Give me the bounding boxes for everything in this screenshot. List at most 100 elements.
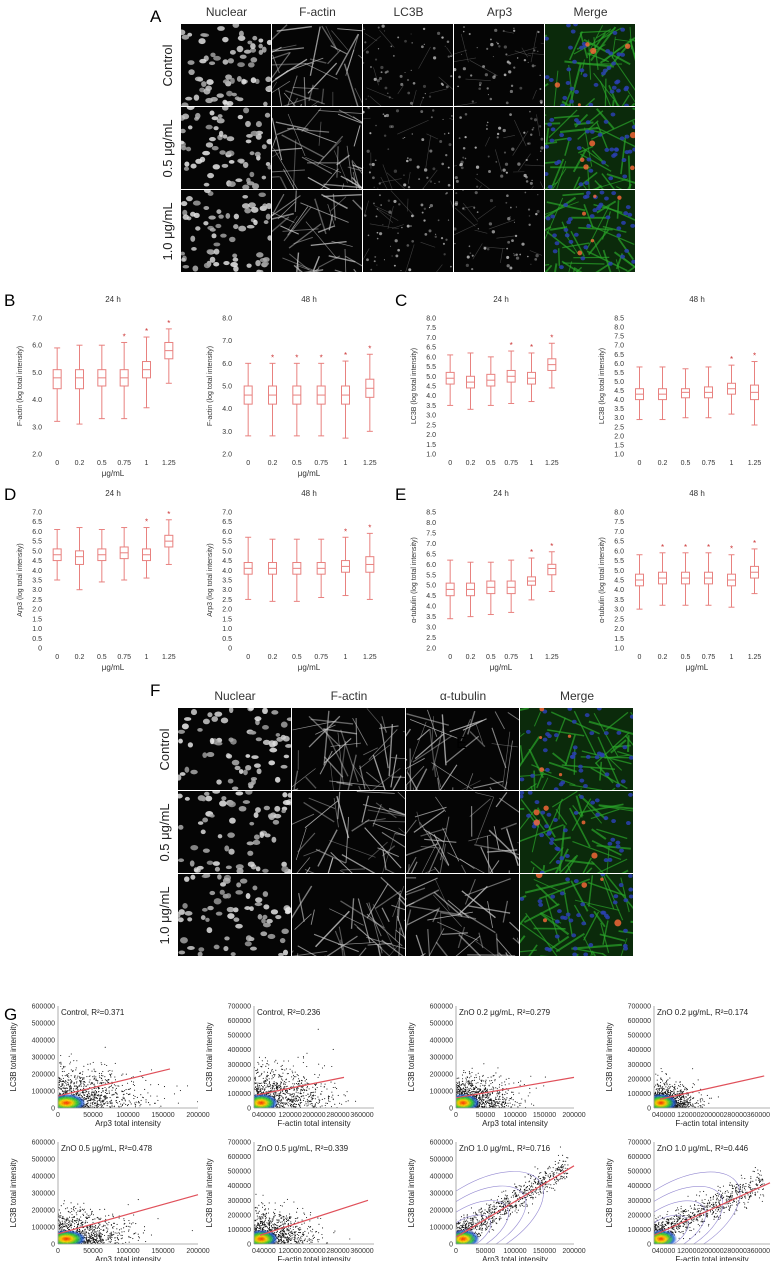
- y-tick-label: 600000: [628, 1154, 651, 1161]
- y-tick-label: 4.0: [426, 393, 436, 400]
- y-tick-label: 0: [647, 1242, 651, 1249]
- y-axis-label: LC3B total intensity: [205, 1023, 214, 1092]
- y-tick-label: 4.5: [614, 388, 624, 395]
- x-tick-label: 100000: [503, 1248, 526, 1255]
- x-tick-label: 150000: [151, 1248, 174, 1255]
- micrograph-grid-f: Nuclear F-actin α-tubulin Merge Control 0.5 μ…: [157, 689, 633, 956]
- y-tick-label: 4.0: [32, 397, 42, 404]
- column-header: F-actin: [299, 5, 336, 19]
- y-tick-label: 2.0: [426, 646, 436, 653]
- box-0: [445, 354, 455, 406]
- micrograph-grid-F-0-1: [292, 708, 405, 790]
- x-axis-label: F-actin total intensity: [675, 1119, 748, 1128]
- y-tick-label: 5.0: [222, 384, 232, 391]
- scatter-points: [654, 1067, 719, 1108]
- y-tick-label: 100000: [430, 1225, 453, 1232]
- box-0.2: [268, 538, 277, 602]
- micrograph-grid-F-1-1: [292, 791, 405, 873]
- micrograph-grid-A-0-4: [545, 24, 635, 106]
- x-axis-label: μg/mL: [298, 469, 321, 478]
- y-tick-label: 3.5: [426, 614, 436, 621]
- y-axis-label: LC3B total intensity: [9, 1159, 18, 1228]
- y-tick-label: 7.0: [614, 529, 624, 536]
- chart-title: ZnO 1.0 μg/mL, R²=0.716: [459, 1144, 551, 1153]
- significance-marker: *: [661, 543, 664, 552]
- y-tick-label: 400000: [228, 1183, 251, 1190]
- x-tick-label: 50000: [83, 1248, 103, 1255]
- y-tick-label: 100000: [32, 1089, 55, 1096]
- box-0.5: *: [292, 353, 302, 437]
- x-tick-label: 50000: [476, 1248, 496, 1255]
- y-tick-label: 0.5: [32, 636, 42, 643]
- box-chart-E-48h: 48 h 1.0 1.5 2.0 2.5 3.0 3.5 4.0 4.5 5.0 5.5 6.0 6.5…: [599, 489, 761, 672]
- box-0: [445, 559, 455, 620]
- panel-letter-a: A: [150, 7, 162, 26]
- scatter-chart-G5: ZnO 0.5 μg/mL, R²=0.478 0 100000 200000 3000…: [9, 1140, 210, 1261]
- significance-marker: *: [145, 327, 148, 336]
- y-tick-label: 6.5: [614, 539, 624, 546]
- box-1.25: *: [164, 510, 174, 565]
- y-tick-label: 2.0: [426, 432, 436, 439]
- y-tick-label: 4.5: [426, 384, 436, 391]
- x-tick-label: 0.2: [268, 460, 278, 467]
- chart-title: 48 h: [689, 295, 705, 304]
- x-tick-label: 0.5: [681, 460, 691, 467]
- chart-title: ZnO 0.5 μg/mL, R²=0.478: [61, 1144, 153, 1153]
- y-tick-label: 3.5: [614, 406, 624, 413]
- box-0.75: [316, 538, 326, 598]
- scatter-chart-G1: Control, R²=0.371 0 100000 200000 300000 4000…: [9, 1004, 210, 1129]
- significance-marker: *: [295, 353, 298, 362]
- scatter-chart-G7: ZnO 1.0 μg/mL, R²=0.716 0 100000 200000 3000…: [407, 1140, 586, 1261]
- x-axis-label: Arp3 total intensity: [95, 1255, 161, 1261]
- chart-title: 48 h: [301, 295, 317, 304]
- y-tick-label: 100000: [430, 1089, 453, 1096]
- x-tick-label: 200000: [186, 1112, 209, 1119]
- chart-title: 24 h: [493, 489, 509, 498]
- y-tick-label: 4.5: [426, 593, 436, 600]
- x-tick-label: 0.75: [117, 460, 131, 467]
- x-tick-label: 0: [448, 654, 452, 661]
- x-axis-label: F-actin total intensity: [675, 1255, 748, 1261]
- scatter-points: [456, 1063, 546, 1108]
- y-tick-label: 3.0: [426, 413, 436, 420]
- scatter-plot-charts: Control, R²=0.371 0 100000 200000 300000 4000…: [9, 1004, 771, 1261]
- y-tick-label: 1.5: [614, 636, 624, 643]
- y-axis-label: Arp3 (log total intensity): [17, 543, 24, 617]
- x-axis-label: Arp3 total intensity: [95, 1119, 161, 1128]
- y-tick-label: 400000: [628, 1047, 651, 1054]
- micrograph-grid-a: Nuclear F-actin LC3B Arp3 Merge Control 0.5 μg…: [160, 5, 635, 272]
- y-tick-label: 2.0: [32, 607, 42, 614]
- micrograph-grid-F-0-3: [520, 708, 633, 790]
- y-tick-label: 500000: [228, 1169, 251, 1176]
- x-axis-label: μg/mL: [686, 663, 709, 672]
- box-chart-C-48h: 48 h 1.0 1.5 2.0 2.5 3.0 3.5 4.0 4.5 5.0 5.5 6.0 6.5…: [599, 295, 761, 467]
- box-0.2: *: [658, 543, 667, 606]
- y-tick-label: 300000: [32, 1191, 55, 1198]
- x-tick-label: 0: [652, 1112, 656, 1119]
- box-chart-E-24h: 24 h 2.0 2.5 3.0 3.5 4.0 4.5 5.0 5.5 6.0 6.5 7.0 7.5…: [411, 489, 559, 672]
- x-tick-label: 1.25: [748, 460, 762, 467]
- fit-line: [659, 1075, 765, 1100]
- box-1: *: [142, 518, 151, 579]
- y-tick-label: 5.0: [32, 548, 42, 555]
- box-0.2: [466, 352, 475, 410]
- y-axis-label: LC3B total intensity: [205, 1159, 214, 1228]
- y-tick-label: 4.0: [32, 568, 42, 575]
- y-tick-label: 6.0: [222, 529, 232, 536]
- x-tick-label: 1.25: [363, 654, 377, 661]
- x-tick-label: 0: [56, 1248, 60, 1255]
- row-label: 0.5 μg/mL: [160, 119, 175, 177]
- y-tick-label: 300000: [228, 1062, 251, 1069]
- y-tick-label: 200000: [430, 1208, 453, 1215]
- y-tick-label: 4.5: [614, 578, 624, 585]
- micrograph-grid-F-2-1: [292, 874, 405, 956]
- x-tick-label: 1.25: [162, 460, 176, 467]
- y-tick-label: 700000: [628, 1140, 651, 1147]
- box-1: *: [527, 343, 536, 403]
- y-tick-label: 200000: [228, 1212, 251, 1219]
- box-0.5: [97, 344, 107, 420]
- significance-marker: *: [344, 527, 347, 536]
- significance-marker: *: [271, 353, 274, 362]
- y-tick-label: 4.0: [614, 587, 624, 594]
- micrograph-grid-A-1-0: [181, 107, 271, 189]
